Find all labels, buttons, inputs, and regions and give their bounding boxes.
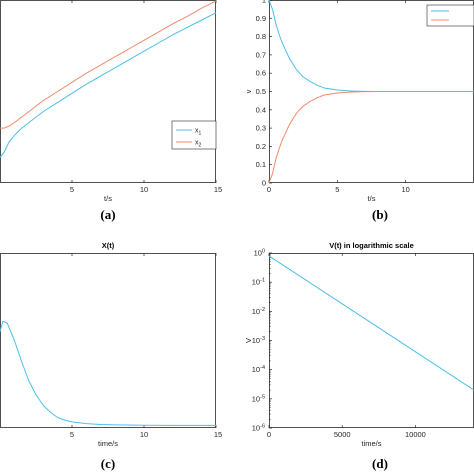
x-tick-label-c-2: 15	[214, 430, 222, 439]
y-tick-label-b-5: 0.5	[256, 87, 266, 96]
x-axis-label-c: time/s	[98, 439, 118, 448]
series-line-d-0	[268, 255, 474, 391]
x-tick-label-c-1: 10	[140, 430, 148, 439]
x-axis-label-b: t/s	[368, 194, 376, 203]
x-tick-label-b-1: 5	[335, 185, 339, 194]
y-tick-label-b-10: 1	[262, 0, 266, 5]
x-tick-label-d-0: 0	[267, 430, 271, 439]
x-tick-label-c-0: 5	[70, 430, 74, 439]
panel-title-c: X(t)	[102, 241, 115, 250]
y-tick-label-b-2: 0.2	[256, 142, 266, 151]
x-tick-label-b-0: 0	[267, 185, 271, 194]
y-tick-label-b-0: 0	[262, 179, 266, 188]
panel-b: 0 5 10 0 0.1 0.2 0.3 0.4 0.5 0.6 0.7 0.8 0.9 1 t/s v	[244, 0, 474, 203]
axes-box-c	[0, 253, 216, 428]
caption-a: (a)	[100, 207, 115, 222]
y-tick-label-b-8: 0.8	[256, 32, 266, 41]
series-line-b-1	[268, 91, 474, 184]
y-tick-label-d-4: 10-4	[252, 365, 265, 374]
legend-label-a-1: x2	[195, 140, 202, 149]
y-tick-label-b-6: 0.6	[256, 69, 266, 78]
y-axis-label-b: v	[244, 89, 253, 93]
y-tick-label-d-3: 10-3	[252, 336, 265, 345]
y-tick-label-d-2: 10-2	[252, 307, 265, 316]
series-line-a-1	[0, 0, 217, 129]
x-tick-label-a-2: 15	[214, 185, 222, 194]
caption-c: (c)	[101, 456, 115, 471]
panel-a: 5 10 15 t/s x1 x2	[0, 0, 222, 203]
y-axis-label-d: V	[244, 338, 253, 343]
x-tick-label-a-0: 5	[70, 185, 74, 194]
y-tick-label-b-7: 0.7	[256, 50, 266, 59]
y-tick-label-b-9: 0.9	[256, 14, 266, 23]
legend-box-a	[171, 120, 217, 150]
x-axis-label-d: time/s	[361, 439, 381, 448]
caption-d: (d)	[372, 456, 388, 471]
axes-box-a	[0, 0, 216, 183]
x-axis-label-a: t/s	[104, 194, 112, 203]
panel-c: 5 10 15 time/s X(t)	[0, 241, 222, 448]
y-tick-label-d-6: 10-6	[252, 424, 265, 433]
y-tick-label-d-1: 10-1	[252, 278, 265, 287]
axes-box-d	[269, 253, 474, 428]
legend-box-b	[426, 4, 474, 27]
x-tick-label-b-2: 10	[401, 185, 409, 194]
series-line-c-0	[0, 320, 216, 426]
panel-title-d: V(t) in logarithmic scale	[329, 241, 414, 250]
y-tick-label-b-1: 0.1	[256, 160, 266, 169]
x-tick-label-d-1: 5000	[334, 430, 351, 439]
caption-b: (b)	[372, 207, 388, 222]
x-tick-label-a-1: 10	[140, 185, 148, 194]
panel-d: 0 5000 10000 100 10-1 10-2 10-3 10-4 10-5 10-6 tim…	[244, 241, 474, 448]
series-line-a-0	[0, 12, 217, 158]
x-tick-label-d-2: 10000	[405, 430, 426, 439]
y-tick-label-b-3: 0.3	[256, 124, 266, 133]
legend-label-a-0: x1	[195, 128, 202, 137]
y-tick-label-d-5: 10-5	[252, 394, 265, 403]
y-tick-label-b-4: 0.4	[256, 105, 266, 114]
y-tick-label-d-0: 100	[254, 249, 265, 258]
